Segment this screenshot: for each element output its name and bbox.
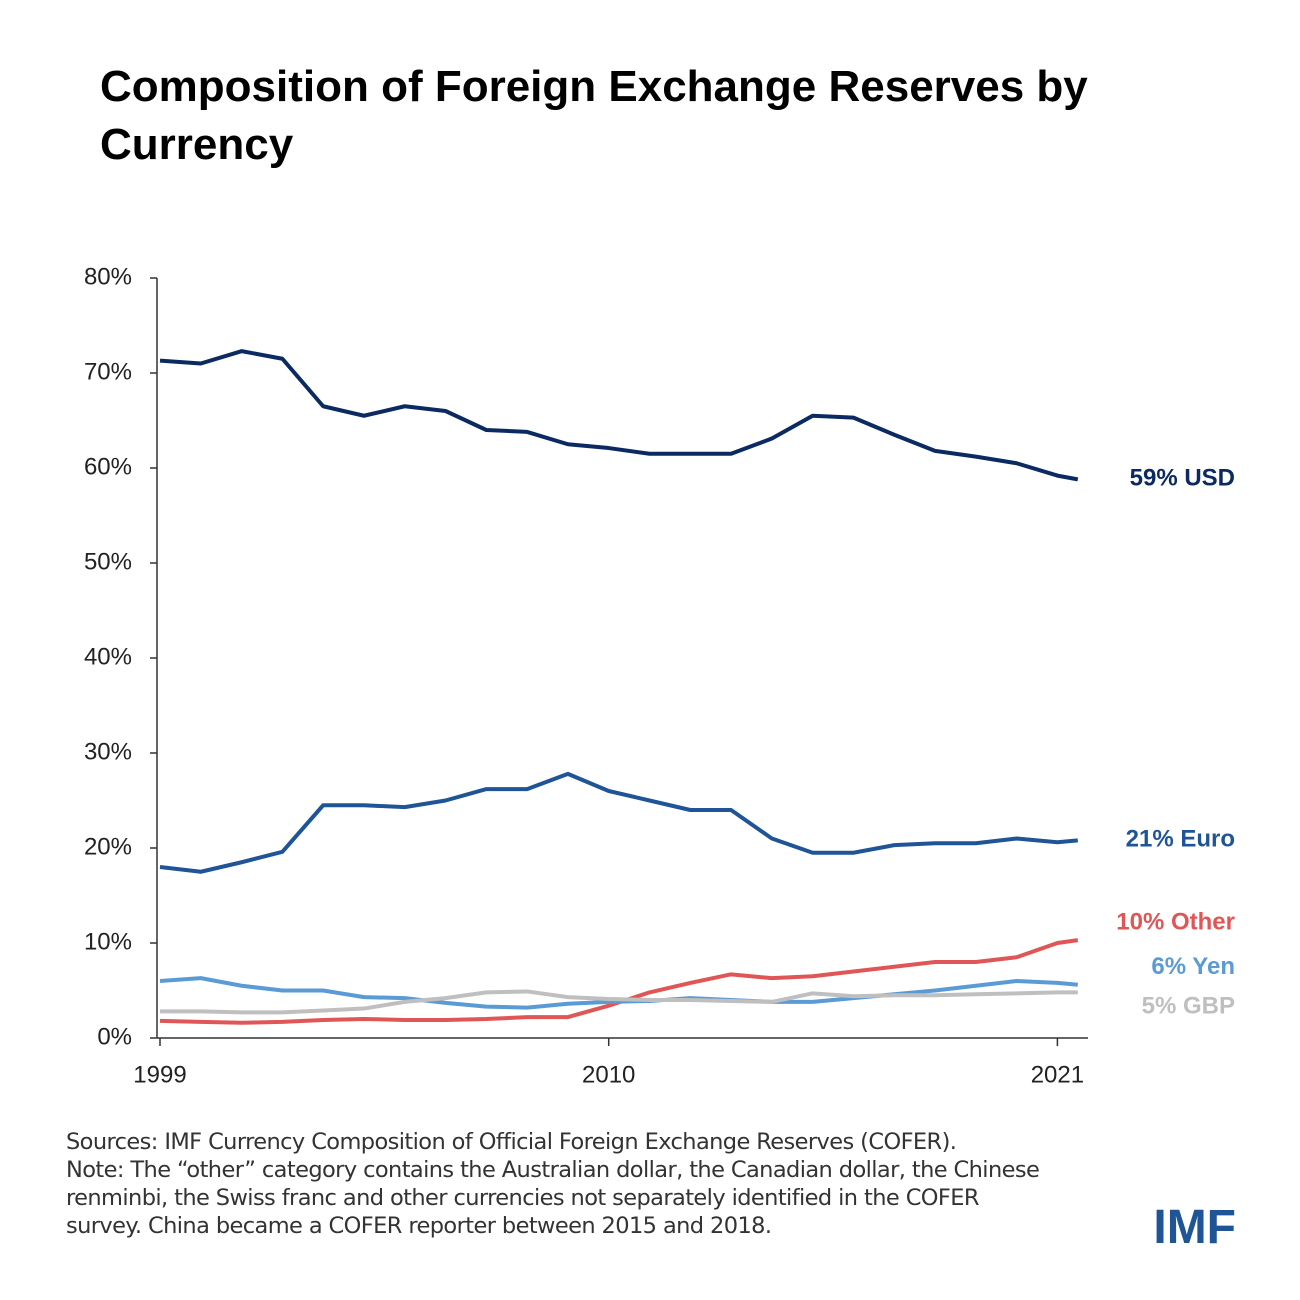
chart-title: Composition of Foreign Exchange Reserves… [100, 62, 1088, 169]
y-tick-label: 20% [84, 833, 132, 860]
y-tick-label: 80% [84, 263, 132, 290]
series-line [159, 349, 1079, 482]
series-label: 59% USD [1130, 465, 1235, 492]
y-tick-label: 50% [84, 548, 132, 575]
chart: 0% 10% 20% 30% 40% 50% 60% 70% 80% 1999 2010 2021 59… [84, 263, 1235, 1088]
y-tick-label: 40% [84, 643, 132, 670]
x-tick-label: 2010 [582, 1061, 635, 1088]
footnote: Sources: IMF Currency Composition of Off… [66, 1128, 1056, 1240]
x-tick-label: 2021 [1031, 1061, 1084, 1088]
series-label: 6% Yen [1151, 953, 1235, 980]
series-label: 5% GBP [1142, 993, 1235, 1020]
y-tick-label: 10% [84, 928, 132, 955]
logo: IMF [1153, 1201, 1236, 1254]
series-line [159, 976, 1078, 1010]
series-label: 10% Other [1116, 908, 1235, 935]
y-tick-label: 30% [84, 738, 132, 765]
series-label: 21% Euro [1126, 826, 1235, 853]
y-tick-label: 70% [84, 358, 132, 385]
series-line [160, 989, 1078, 1015]
y-tick-label: 0% [97, 1023, 132, 1050]
series-line [159, 771, 1078, 874]
note: Note: The “other” category contains the … [66, 1157, 1040, 1239]
x-tick-label: 1999 [133, 1061, 186, 1088]
y-tick-label: 60% [84, 453, 132, 480]
source: Sources: IMF Currency Composition of Off… [66, 1129, 957, 1155]
